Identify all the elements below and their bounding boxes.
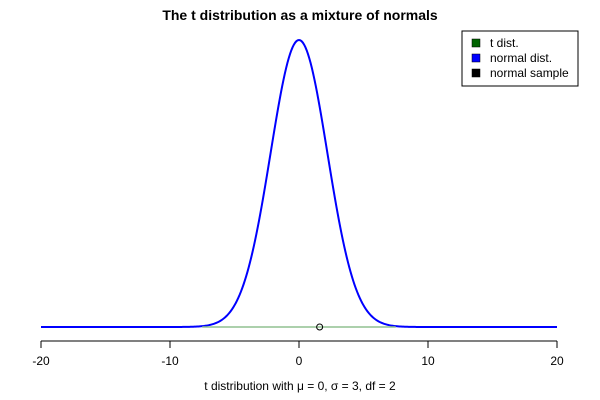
- legend-entry-label: normal dist.: [490, 51, 552, 65]
- series-line-normal-dist: [41, 38, 557, 328]
- x-tick-label: 20: [550, 354, 564, 368]
- legend-swatch: [471, 38, 481, 48]
- x-tick-label: 10: [421, 354, 435, 368]
- legend-swatch: [471, 53, 481, 63]
- normal-sample-point: [316, 323, 324, 331]
- plot-area: [41, 38, 557, 331]
- chart-title: The t distribution as a mixture of norma…: [162, 7, 438, 23]
- x-axis-label: t distribution with μ = 0, σ = 3, df = 2: [204, 379, 396, 393]
- legend: t dist.normal dist.normal sample: [461, 30, 579, 87]
- x-tick-label: -10: [161, 354, 179, 368]
- legend-entry-label: normal sample: [490, 66, 569, 80]
- legend-box: [461, 30, 579, 87]
- x-tick-label: -20: [32, 354, 50, 368]
- legend-entry-label: t dist.: [490, 36, 519, 50]
- legend-swatch: [471, 68, 481, 78]
- x-tick-label: 0: [296, 354, 303, 368]
- x-axis: -20 -10 0 10 20: [32, 340, 564, 368]
